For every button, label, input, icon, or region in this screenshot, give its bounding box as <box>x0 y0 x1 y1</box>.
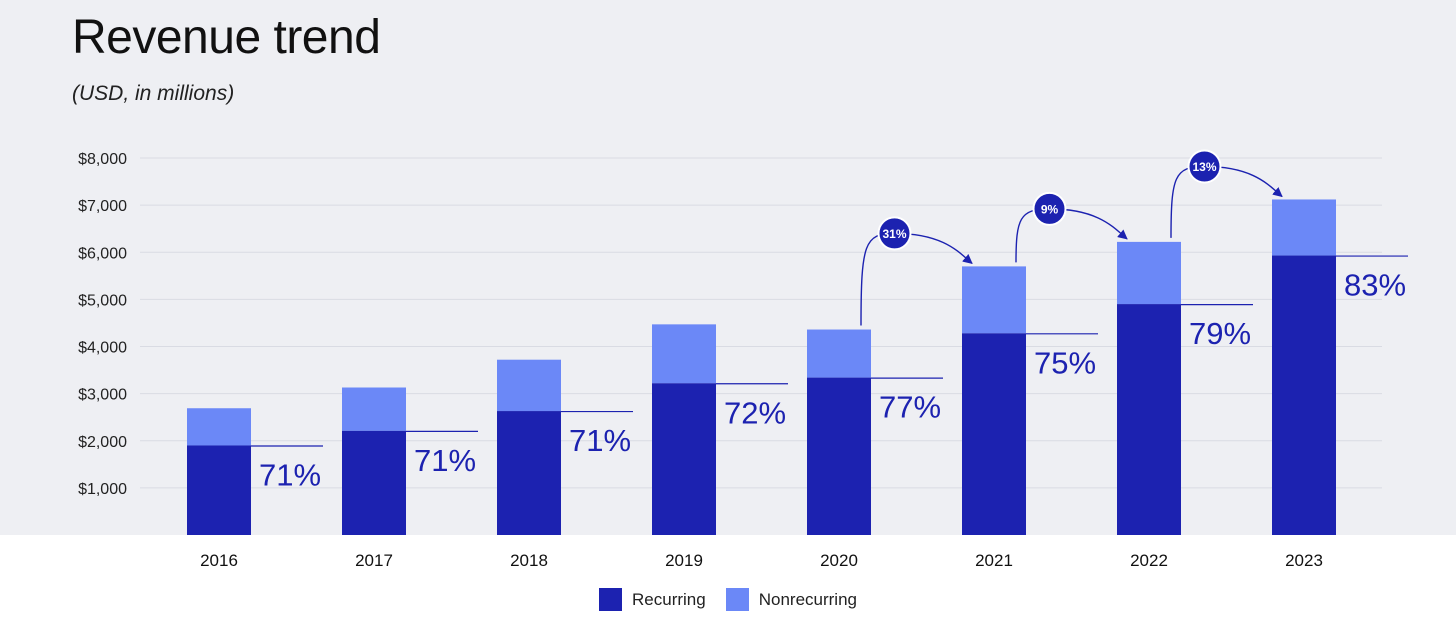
x-tick-label: 2019 <box>665 551 703 570</box>
growth-arrow <box>860 232 973 326</box>
recurring-share-label: 75% <box>1034 345 1096 380</box>
bar-recurring <box>1272 255 1336 535</box>
legend-item-nonrecurring: Nonrecurring <box>725 588 857 611</box>
bar-recurring <box>962 333 1026 535</box>
page-subtitle: (USD, in millions) <box>72 82 235 105</box>
growth-arrow <box>1015 208 1128 263</box>
bar-recurring <box>652 383 716 535</box>
y-tick-label: $1,000 <box>78 481 127 498</box>
y-tick-label: $2,000 <box>78 434 127 451</box>
bar-recurring <box>342 430 406 535</box>
growth-badge-label: 9% <box>1041 202 1059 216</box>
x-tick-label: 2023 <box>1285 551 1323 570</box>
legend-label-recurring: Recurring <box>632 589 706 609</box>
x-tick-label: 2021 <box>975 551 1013 570</box>
bar-recurring <box>187 445 251 535</box>
growth-badge <box>1032 191 1067 226</box>
legend-label-nonrecurring: Nonrecurring <box>758 589 857 609</box>
x-tick-label: 2022 <box>1130 551 1168 570</box>
bar-nonrecurring <box>342 387 406 431</box>
legend-item-recurring: Recurring <box>599 588 706 611</box>
legend-swatch-nonrecurring <box>725 588 749 611</box>
recurring-share-label: 77% <box>879 390 941 425</box>
chart-legend: Recurring Nonrecurring <box>0 588 1456 611</box>
y-tick-label: $4,000 <box>78 340 127 357</box>
growth-badge <box>877 216 912 251</box>
bar-recurring <box>497 411 561 535</box>
bar-nonrecurring <box>1117 241 1181 305</box>
x-tick-label: 2018 <box>510 551 548 570</box>
bar-nonrecurring <box>962 266 1026 334</box>
bar-nonrecurring <box>807 329 871 378</box>
y-tick-label: $6,000 <box>78 245 127 262</box>
bar-nonrecurring <box>497 359 561 412</box>
bar-nonrecurring <box>187 408 251 446</box>
recurring-share-label: 72% <box>724 395 786 430</box>
bar-recurring <box>807 377 871 535</box>
recurring-share-label: 79% <box>1189 316 1251 351</box>
x-tick-label: 2016 <box>200 551 238 570</box>
recurring-share-label: 71% <box>259 457 321 492</box>
y-tick-label: $7,000 <box>78 198 127 215</box>
recurring-share-label: 71% <box>569 423 631 458</box>
bar-nonrecurring <box>652 324 716 384</box>
growth-badge-label: 31% <box>882 227 906 241</box>
growth-badge <box>1187 149 1222 184</box>
bar-nonrecurring <box>1272 199 1336 256</box>
y-tick-label: $8,000 <box>78 151 127 168</box>
bar-recurring <box>1117 304 1181 535</box>
y-tick-label: $5,000 <box>78 292 127 309</box>
growth-arrow <box>1170 165 1283 238</box>
page-title: Revenue trend <box>72 11 381 64</box>
y-tick-label: $3,000 <box>78 387 127 404</box>
x-tick-label: 2020 <box>820 551 858 570</box>
recurring-share-label: 83% <box>1344 268 1406 303</box>
legend-swatch-recurring <box>599 588 623 611</box>
growth-badge-label: 13% <box>1192 160 1216 174</box>
recurring-share-label: 71% <box>414 443 476 478</box>
x-tick-label: 2017 <box>355 551 393 570</box>
